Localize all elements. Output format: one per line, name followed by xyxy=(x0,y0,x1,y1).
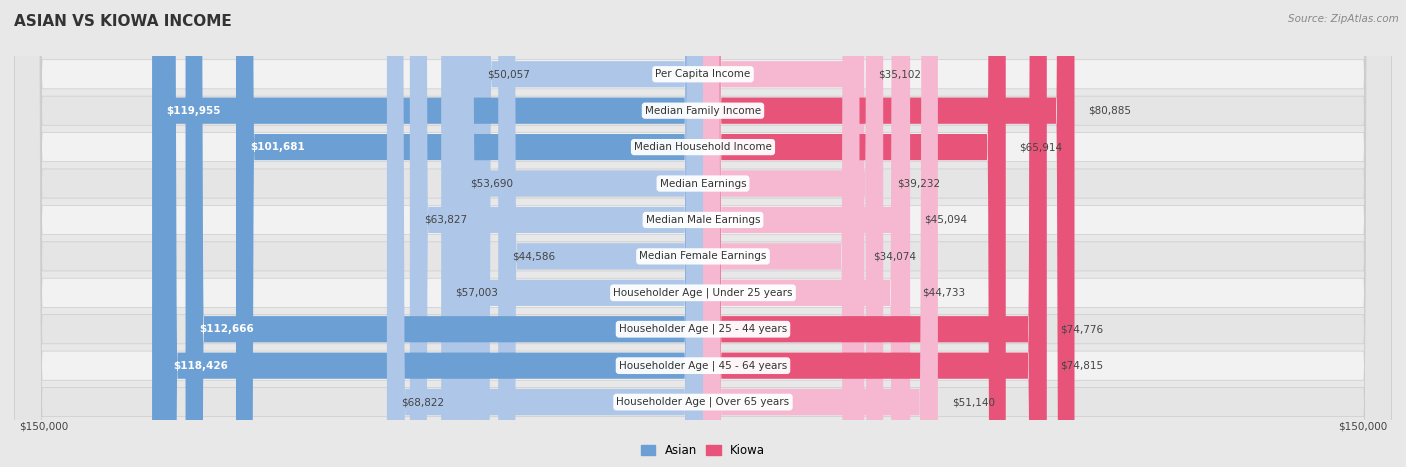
Text: $74,776: $74,776 xyxy=(1060,324,1104,334)
Text: ASIAN VS KIOWA INCOME: ASIAN VS KIOWA INCOME xyxy=(14,14,232,29)
Text: $65,914: $65,914 xyxy=(1019,142,1063,152)
Text: Median Female Earnings: Median Female Earnings xyxy=(640,251,766,262)
FancyBboxPatch shape xyxy=(441,0,703,467)
Text: Householder Age | Over 65 years: Householder Age | Over 65 years xyxy=(616,397,790,407)
FancyBboxPatch shape xyxy=(14,0,1392,467)
Text: $57,003: $57,003 xyxy=(456,288,498,298)
Legend: Asian, Kiowa: Asian, Kiowa xyxy=(637,439,769,462)
Text: $68,822: $68,822 xyxy=(401,397,444,407)
FancyBboxPatch shape xyxy=(703,0,859,467)
FancyBboxPatch shape xyxy=(703,0,865,467)
FancyBboxPatch shape xyxy=(14,0,1392,467)
FancyBboxPatch shape xyxy=(409,0,703,467)
Text: $150,000: $150,000 xyxy=(1339,421,1388,431)
FancyBboxPatch shape xyxy=(387,0,703,467)
Text: $44,586: $44,586 xyxy=(512,251,555,262)
Text: $150,000: $150,000 xyxy=(18,421,67,431)
Text: $45,094: $45,094 xyxy=(924,215,967,225)
FancyBboxPatch shape xyxy=(14,0,1392,467)
FancyBboxPatch shape xyxy=(703,0,908,467)
Text: $119,955: $119,955 xyxy=(166,106,221,116)
Text: $53,690: $53,690 xyxy=(470,178,513,189)
Text: $101,681: $101,681 xyxy=(250,142,305,152)
Text: $35,102: $35,102 xyxy=(877,69,921,79)
FancyBboxPatch shape xyxy=(14,0,1392,467)
FancyBboxPatch shape xyxy=(703,0,1005,467)
FancyBboxPatch shape xyxy=(159,0,703,467)
Text: $80,885: $80,885 xyxy=(1088,106,1132,116)
Text: Per Capita Income: Per Capita Income xyxy=(655,69,751,79)
FancyBboxPatch shape xyxy=(472,0,703,467)
FancyBboxPatch shape xyxy=(152,0,703,467)
Text: $50,057: $50,057 xyxy=(486,69,530,79)
FancyBboxPatch shape xyxy=(14,0,1392,467)
Text: $63,827: $63,827 xyxy=(423,215,467,225)
Text: Householder Age | 25 - 44 years: Householder Age | 25 - 44 years xyxy=(619,324,787,334)
FancyBboxPatch shape xyxy=(14,0,1392,467)
FancyBboxPatch shape xyxy=(703,0,1046,467)
Text: $44,733: $44,733 xyxy=(922,288,966,298)
FancyBboxPatch shape xyxy=(703,0,883,467)
FancyBboxPatch shape xyxy=(703,0,910,467)
Text: Householder Age | 45 - 64 years: Householder Age | 45 - 64 years xyxy=(619,361,787,371)
FancyBboxPatch shape xyxy=(703,0,1046,467)
FancyBboxPatch shape xyxy=(186,0,703,467)
Text: $51,140: $51,140 xyxy=(952,397,994,407)
Text: Householder Age | Under 25 years: Householder Age | Under 25 years xyxy=(613,288,793,298)
FancyBboxPatch shape xyxy=(498,0,703,467)
Text: Median Earnings: Median Earnings xyxy=(659,178,747,189)
Text: Median Male Earnings: Median Male Earnings xyxy=(645,215,761,225)
FancyBboxPatch shape xyxy=(457,0,703,467)
Text: Source: ZipAtlas.com: Source: ZipAtlas.com xyxy=(1288,14,1399,24)
Text: $34,074: $34,074 xyxy=(873,251,917,262)
FancyBboxPatch shape xyxy=(236,0,703,467)
FancyBboxPatch shape xyxy=(703,0,938,467)
Text: $74,815: $74,815 xyxy=(1060,361,1104,371)
Text: Median Family Income: Median Family Income xyxy=(645,106,761,116)
FancyBboxPatch shape xyxy=(14,0,1392,467)
Text: $118,426: $118,426 xyxy=(173,361,228,371)
Text: Median Household Income: Median Household Income xyxy=(634,142,772,152)
FancyBboxPatch shape xyxy=(703,0,1074,467)
FancyBboxPatch shape xyxy=(14,0,1392,467)
FancyBboxPatch shape xyxy=(14,0,1392,467)
Text: $39,232: $39,232 xyxy=(897,178,941,189)
Text: $112,666: $112,666 xyxy=(200,324,254,334)
FancyBboxPatch shape xyxy=(14,0,1392,467)
